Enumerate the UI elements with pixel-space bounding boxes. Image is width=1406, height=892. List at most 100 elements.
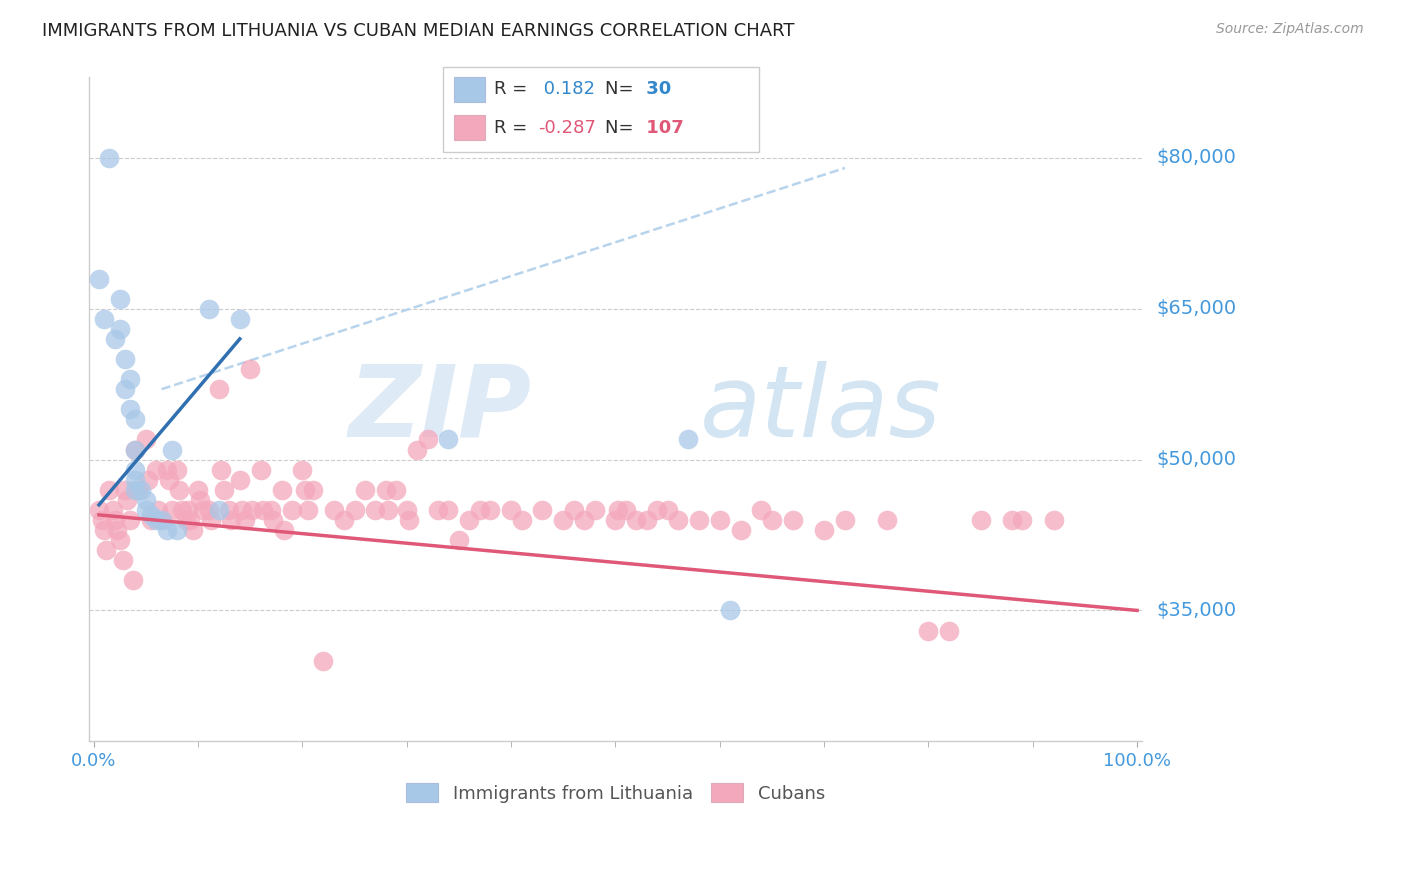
Point — [145, 463, 167, 477]
Point — [156, 463, 179, 477]
Point — [124, 473, 146, 487]
Point — [87, 271, 110, 285]
Point — [139, 513, 162, 527]
Point — [1001, 513, 1024, 527]
Point — [333, 513, 356, 527]
Point — [427, 503, 450, 517]
Point — [98, 483, 121, 497]
Point — [572, 513, 595, 527]
Point — [354, 483, 377, 497]
Point — [122, 574, 145, 588]
Point — [108, 322, 131, 336]
Point — [197, 503, 219, 517]
Point — [208, 503, 231, 517]
Point — [969, 513, 991, 527]
Point — [813, 523, 835, 537]
Point — [398, 513, 420, 527]
Point — [614, 503, 637, 517]
Point — [87, 503, 110, 517]
Point — [553, 513, 575, 527]
Text: IMMIGRANTS FROM LITHUANIA VS CUBAN MEDIAN EARNINGS CORRELATION CHART: IMMIGRANTS FROM LITHUANIA VS CUBAN MEDIA… — [42, 22, 794, 40]
Point — [406, 442, 429, 457]
Point — [458, 513, 481, 527]
Point — [120, 402, 142, 417]
Text: $65,000: $65,000 — [1156, 299, 1236, 318]
Point — [583, 503, 606, 517]
Point — [221, 513, 243, 527]
Point — [531, 503, 554, 517]
Point — [262, 513, 284, 527]
Point — [281, 503, 304, 517]
Point — [187, 483, 209, 497]
Point — [135, 492, 157, 507]
Point — [197, 301, 219, 316]
Point — [174, 513, 197, 527]
Text: N=: N= — [605, 80, 638, 98]
Point — [108, 292, 131, 306]
Point — [115, 492, 138, 507]
Text: Source: ZipAtlas.com: Source: ZipAtlas.com — [1216, 22, 1364, 37]
Point — [395, 503, 418, 517]
Point — [101, 503, 124, 517]
Point — [181, 523, 204, 537]
Point — [188, 492, 211, 507]
Point — [252, 503, 274, 517]
Point — [709, 513, 731, 527]
Point — [260, 503, 283, 517]
Point — [169, 483, 191, 497]
Point — [645, 503, 668, 517]
Point — [666, 513, 689, 527]
Point — [193, 503, 215, 517]
Point — [179, 513, 201, 527]
Point — [176, 503, 198, 517]
Point — [136, 473, 159, 487]
Point — [93, 311, 115, 326]
Point — [447, 533, 470, 547]
Point — [291, 463, 314, 477]
Legend: Immigrants from Lithuania, Cubans: Immigrants from Lithuania, Cubans — [396, 774, 834, 812]
Point — [124, 483, 146, 497]
Point — [343, 503, 366, 517]
Point — [322, 503, 344, 517]
Point — [229, 311, 252, 326]
Point — [297, 503, 319, 517]
Point — [96, 543, 118, 558]
Point — [876, 513, 898, 527]
Text: 0.182: 0.182 — [538, 80, 596, 98]
Point — [917, 624, 939, 638]
Point — [160, 503, 183, 517]
Point — [139, 508, 162, 522]
Text: 30: 30 — [640, 80, 671, 98]
Point — [229, 473, 252, 487]
Point — [218, 503, 240, 517]
Point — [468, 503, 491, 517]
Point — [200, 513, 222, 527]
Point — [510, 513, 533, 527]
Point — [172, 503, 194, 517]
Point — [938, 624, 960, 638]
Text: R =: R = — [494, 119, 533, 136]
Point — [212, 483, 235, 497]
Text: ZIP: ZIP — [349, 360, 531, 458]
Point — [105, 523, 128, 537]
Point — [231, 503, 253, 517]
Point — [678, 433, 700, 447]
Point — [270, 483, 292, 497]
Point — [437, 503, 460, 517]
Point — [111, 553, 134, 567]
Point — [312, 654, 335, 668]
Point — [636, 513, 658, 527]
Point — [782, 513, 804, 527]
Point — [294, 483, 316, 497]
Point — [233, 513, 256, 527]
Point — [605, 513, 627, 527]
Point — [120, 372, 142, 386]
Point — [157, 473, 180, 487]
Point — [124, 442, 146, 457]
Point — [127, 483, 149, 497]
Point — [374, 483, 396, 497]
Point — [302, 483, 325, 497]
Point — [124, 442, 146, 457]
Point — [249, 463, 271, 477]
Point — [104, 513, 127, 527]
